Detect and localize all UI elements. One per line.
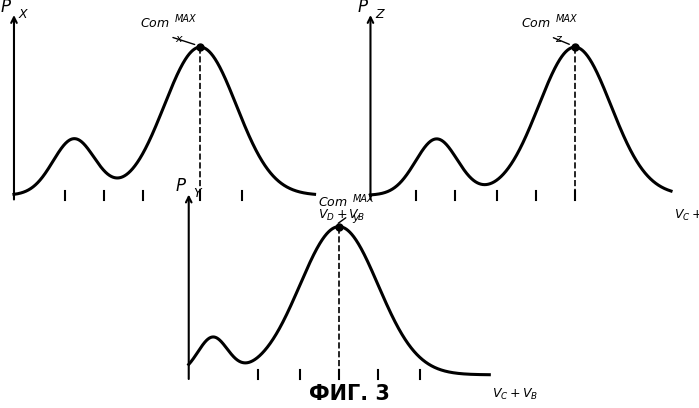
Text: $V_C+V_D$: $V_C+V_D$ — [674, 208, 699, 223]
Text: P: P — [175, 177, 186, 195]
Text: $\mathit{Com}$: $\mathit{Com}$ — [318, 196, 347, 209]
Text: $V_D+V_B$: $V_D+V_B$ — [317, 208, 365, 223]
Text: P: P — [1, 0, 11, 16]
Text: Z: Z — [375, 8, 384, 21]
Text: ФИГ. 3: ФИГ. 3 — [309, 384, 390, 404]
Text: z: z — [555, 33, 561, 44]
Text: $\mathit{Com}$: $\mathit{Com}$ — [521, 17, 550, 30]
Text: MAX: MAX — [352, 194, 374, 204]
Text: MAX: MAX — [555, 14, 577, 24]
Text: $\mathit{Com}$: $\mathit{Com}$ — [140, 17, 170, 30]
Text: $V_C+V_B$: $V_C+V_B$ — [492, 387, 539, 402]
Text: x: x — [175, 33, 182, 44]
Text: P: P — [357, 0, 368, 16]
Text: y: y — [352, 213, 359, 223]
Text: MAX: MAX — [175, 14, 196, 24]
Text: Y: Y — [193, 188, 201, 200]
Text: X: X — [18, 8, 27, 21]
